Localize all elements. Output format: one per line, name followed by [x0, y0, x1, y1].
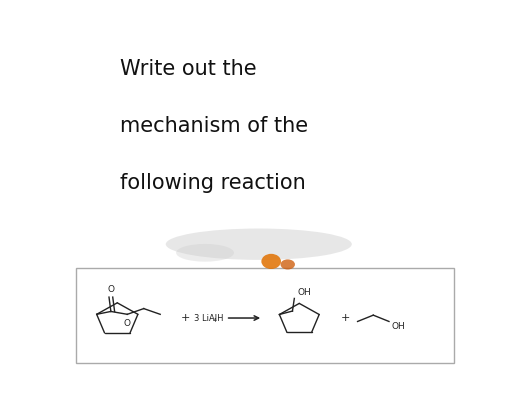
- Text: Write out the: Write out the: [120, 59, 256, 79]
- Text: following reaction: following reaction: [120, 173, 306, 193]
- Text: mechanism of the: mechanism of the: [120, 116, 308, 136]
- FancyBboxPatch shape: [76, 268, 453, 363]
